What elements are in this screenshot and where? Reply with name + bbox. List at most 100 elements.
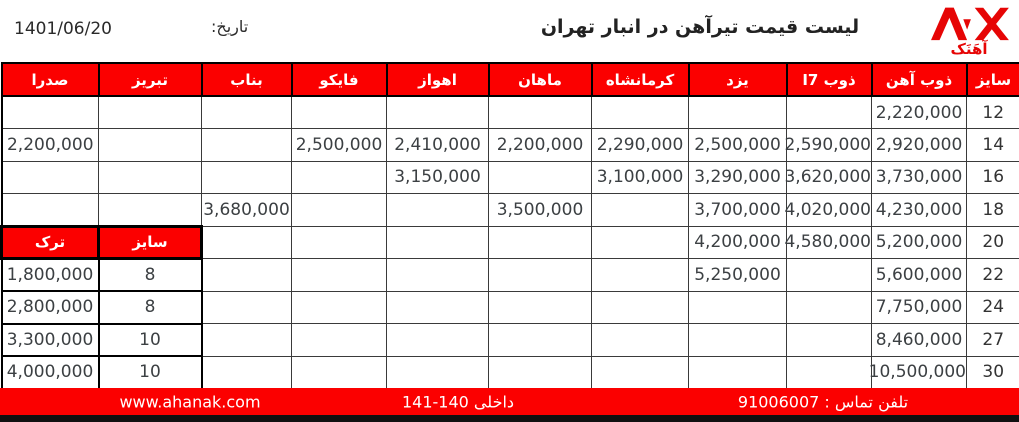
date-label: تاریخ:	[211, 17, 249, 36]
price-cell	[291, 355, 387, 389]
column-header: یزد	[687, 62, 788, 97]
price-cell	[201, 95, 292, 129]
price-cell: 3,500,000	[488, 193, 592, 227]
price-cell	[591, 290, 689, 324]
ahanak-logo-text: آهَنَک	[950, 40, 988, 58]
price-cell	[201, 323, 292, 357]
price-cell	[591, 323, 689, 357]
column-header: ذوب آهن	[870, 62, 968, 97]
size-cell: 22	[966, 258, 1019, 292]
table-header-row: سایز ذوب آهن ذوب I7 یزد کرمانشاه ماهان اهواز فا…	[0, 62, 1019, 97]
price-cell	[386, 258, 489, 292]
price-cell: 2,410,000	[386, 128, 489, 162]
table-row: 24 7,750,000 8 2,800,000	[0, 290, 1019, 325]
page-title: لیست قیمت تیرآهن در انبار تهران	[540, 16, 860, 38]
size-cell: 12	[966, 95, 1019, 129]
size-cell: 30	[966, 355, 1019, 389]
price-cell	[688, 95, 787, 129]
price-cell: 2,200,000	[1, 128, 99, 162]
price-cell: 5,250,000	[688, 258, 787, 292]
price-cell: 4,580,000	[784, 225, 872, 259]
price-cell: 2,290,000	[591, 128, 689, 162]
bottom-black-bar	[0, 415, 1019, 422]
price-cell	[386, 290, 489, 324]
price-cell	[291, 258, 387, 292]
table-row: 30 10,500,000 10 4,000,000	[0, 355, 1019, 390]
price-cell	[201, 225, 292, 259]
size-cell: 18	[966, 193, 1019, 227]
column-header: کرمانشاه	[590, 62, 690, 97]
price-cell	[386, 225, 489, 259]
turk-size-cell: 10	[97, 355, 203, 390]
price-cell	[488, 323, 592, 357]
price-cell	[291, 323, 387, 357]
price-cell	[291, 95, 387, 129]
price-cell	[1, 95, 99, 129]
turk-price-cell: 2,800,000	[0, 290, 100, 325]
price-cell	[786, 95, 872, 129]
price-cell	[786, 355, 872, 389]
price-cell	[291, 290, 387, 324]
price-cell	[291, 225, 387, 259]
price-cell: 2,500,000	[688, 128, 787, 162]
turk-price-cell: 4,000,000	[0, 355, 100, 390]
column-header: سایز	[965, 62, 1019, 97]
price-cell	[786, 323, 872, 357]
price-cell	[386, 355, 489, 389]
turk-size-cell: 10	[97, 322, 203, 357]
price-cell: 3,100,000	[591, 160, 689, 194]
price-cell: 10,500,000	[869, 355, 967, 389]
price-cell	[98, 128, 202, 162]
price-cell: 2,500,000	[291, 128, 387, 162]
price-cell	[1, 160, 99, 194]
footer-phone: تلفن تماس : 91006007	[737, 392, 909, 411]
price-cell	[201, 290, 292, 324]
price-cell	[291, 193, 387, 227]
price-cell: 2,920,000	[871, 128, 967, 162]
column-header: تبریز	[97, 62, 203, 97]
date-value: 1401/06/20	[14, 19, 112, 39]
turk-header-cell: ترک	[0, 224, 100, 260]
price-cell	[201, 160, 292, 194]
turk-price-cell: 1,800,000	[0, 257, 100, 292]
price-cell	[488, 95, 592, 129]
price-cell	[201, 128, 292, 162]
price-cell	[98, 95, 202, 129]
price-cell	[591, 258, 689, 292]
price-cell: 3,290,000	[688, 160, 787, 194]
price-cell	[98, 160, 202, 194]
price-cell	[386, 323, 489, 357]
price-cell	[386, 193, 489, 227]
price-cell	[488, 160, 592, 194]
table-row: 20 5,200,000 4,580,000 4,200,000 سایز ترک	[0, 224, 1019, 260]
price-cell: 3,680,000	[201, 193, 292, 227]
footer-extension: داخلی 140-141	[401, 392, 515, 411]
price-cell	[488, 258, 592, 292]
footer-bar: www.ahanak.com داخلی 140-141 تلفن تماس :…	[0, 388, 1019, 415]
table-row: 12 2,220,000	[1, 95, 1019, 129]
price-cell: 4,200,000	[688, 225, 787, 259]
table-header: سایز ذوب آهن ذوب I7 یزد کرمانشاه ماهان اهواز فا…	[0, 62, 1019, 97]
table-row: 18 4,230,000 4,020,000 3,700,000 3,500,000 3,…	[1, 193, 1019, 227]
price-cell: 3,700,000	[688, 193, 787, 227]
column-header: صدرا	[0, 62, 100, 97]
price-cell	[201, 355, 292, 389]
price-cell: 2,200,000	[488, 128, 592, 162]
price-cell	[201, 258, 292, 292]
price-cell	[786, 290, 872, 324]
price-cell	[591, 95, 689, 129]
column-header: بناب	[200, 62, 293, 97]
column-header: فایکو	[290, 62, 388, 97]
price-cell: 5,600,000	[871, 258, 967, 292]
column-header: اهواز	[385, 62, 490, 97]
size-cell: 16	[966, 160, 1019, 194]
price-cell: 3,150,000	[386, 160, 489, 194]
price-cell	[688, 323, 787, 357]
price-cell: 3,730,000	[871, 160, 967, 194]
price-cell: 2,220,000	[871, 95, 967, 129]
price-cell	[786, 258, 872, 292]
size-cell: 27	[966, 323, 1019, 357]
price-cell: 2,590,000	[784, 128, 872, 162]
price-cell: 4,230,000	[871, 193, 967, 227]
